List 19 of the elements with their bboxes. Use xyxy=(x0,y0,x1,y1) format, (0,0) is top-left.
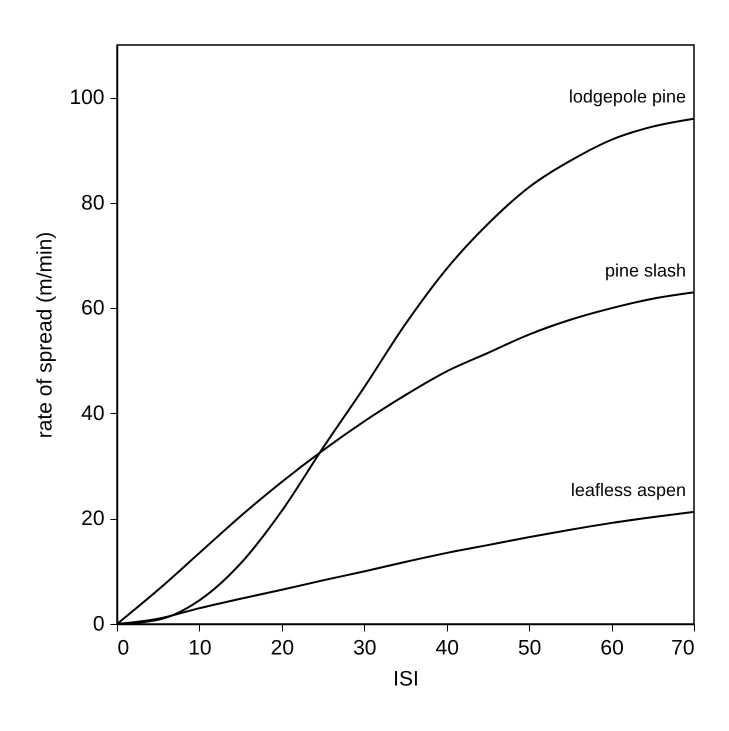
series-label: leafless aspen xyxy=(570,480,686,500)
y-tick-label: 80 xyxy=(81,191,104,214)
x-tick-label: 20 xyxy=(270,636,294,660)
y-tick-label: 100 xyxy=(69,86,104,110)
y-tick-label: 0 xyxy=(92,612,104,636)
x-tick-label: 50 xyxy=(518,636,542,660)
y-axis-title: rate of spread (m/min) xyxy=(33,232,56,438)
y-tick-label: 20 xyxy=(81,507,104,530)
x-tick-label: 60 xyxy=(600,636,624,660)
x-tick-label: 0 xyxy=(118,636,130,660)
series-label: lodgepole pine xyxy=(568,86,686,107)
x-tick-label: 40 xyxy=(436,636,459,660)
x-tick-label: 70 xyxy=(671,636,694,660)
y-tick-label: 60 xyxy=(81,296,104,320)
x-axis-title: ISI xyxy=(393,668,419,690)
y-tick-label: 40 xyxy=(81,402,104,425)
x-tick-label: 10 xyxy=(188,636,212,660)
x-tick-label: 30 xyxy=(353,636,376,660)
series-label: pine slash xyxy=(604,260,686,280)
